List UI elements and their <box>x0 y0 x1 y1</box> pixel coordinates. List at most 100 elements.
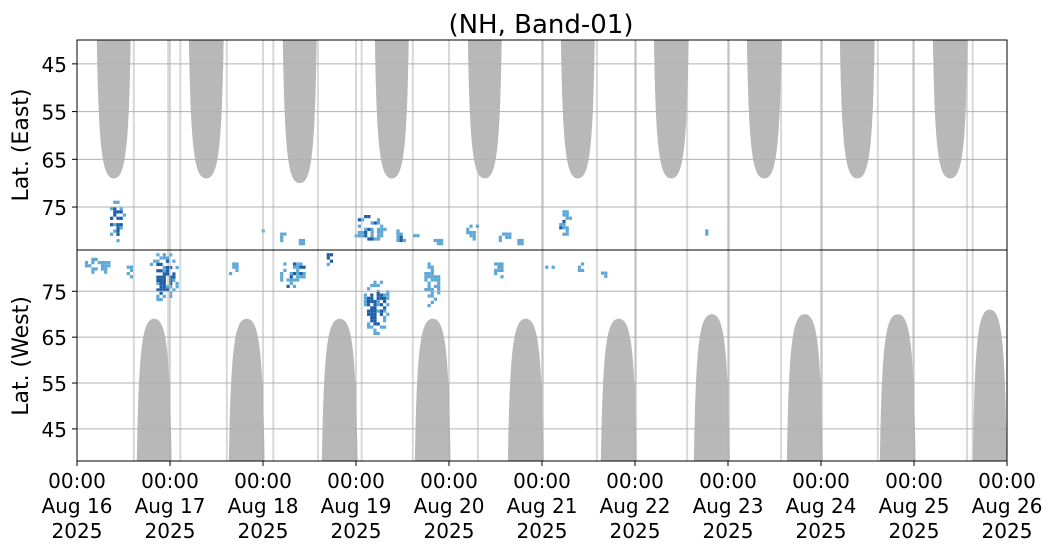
detection-cell <box>376 331 380 336</box>
detection-cell <box>373 315 377 320</box>
detection-cell <box>437 288 441 292</box>
detection-cell <box>402 238 406 243</box>
detection-cell <box>433 284 438 288</box>
detection-cell <box>427 275 431 279</box>
y-tick-label-west: 55 <box>42 372 67 396</box>
detection-cell <box>119 223 123 227</box>
detection-cell <box>156 288 160 292</box>
x-tick-label: 00:00 Aug 16 2025 <box>42 469 113 543</box>
detection-cell <box>126 265 130 269</box>
detection-cell <box>364 227 368 231</box>
detection-cell <box>370 299 374 304</box>
detection-cell <box>437 278 441 282</box>
detection-cell <box>122 213 126 217</box>
x-tick-label-line: 00:00 <box>978 469 1036 493</box>
detection-cell <box>360 218 365 222</box>
detection-cell <box>113 210 117 214</box>
x-tick-label-line: 2025 <box>145 519 196 543</box>
detection-cell <box>162 272 166 276</box>
coverage-stripe <box>635 250 637 461</box>
detection-cell <box>326 256 330 260</box>
x-tick-label: 00:00 Aug 26 2025 <box>972 469 1043 543</box>
detection-cell <box>162 285 166 289</box>
detection-cell <box>376 309 380 313</box>
detection-cell <box>159 291 163 295</box>
detection-cell <box>162 256 166 260</box>
detection-cell <box>430 300 434 304</box>
detection-cell <box>545 265 549 269</box>
detection-cell <box>165 269 170 273</box>
detection-cell <box>91 267 95 271</box>
x-tick-label-line: Aug 22 <box>600 494 671 518</box>
detection-cell <box>232 262 236 266</box>
y-axis-label-east: Lat. (East) <box>9 89 34 202</box>
detection-cell <box>156 282 160 286</box>
detection-cell <box>370 312 374 316</box>
x-tick-label-line: Aug 16 <box>42 494 113 518</box>
detection-cell <box>286 278 290 282</box>
detection-cell <box>107 264 111 268</box>
detection-cell <box>376 221 381 225</box>
detection-cell <box>376 293 380 297</box>
detection-cell <box>104 261 108 265</box>
detection-cell <box>505 235 509 239</box>
detection-cell <box>175 285 179 289</box>
detection-cell <box>379 325 383 329</box>
coverage-stripe <box>272 40 275 250</box>
detection-cell <box>437 275 441 279</box>
detection-cluster <box>494 262 504 279</box>
detection-cell <box>376 283 380 288</box>
detection-cell <box>430 278 434 282</box>
detection-cell <box>427 272 431 276</box>
detection-cell <box>107 261 111 265</box>
detection-cell <box>296 268 300 272</box>
detection-cell <box>363 296 367 300</box>
detection-cell <box>373 280 377 284</box>
detection-cell <box>175 282 179 286</box>
detection-cell <box>301 238 306 243</box>
detection-cell <box>559 223 563 227</box>
detection-cluster <box>705 229 709 236</box>
detection-cell <box>433 297 438 301</box>
y-tick-label-east: 45 <box>42 53 67 77</box>
detection-cluster <box>363 280 390 336</box>
detection-cell <box>508 232 512 236</box>
coverage-stripe <box>179 40 182 250</box>
detection-cell <box>433 275 438 279</box>
coverage-stripe <box>686 250 689 461</box>
detection-cell <box>299 262 303 266</box>
detection-cell <box>559 226 563 230</box>
coverage-stripe <box>780 40 783 250</box>
detection-cell <box>91 270 95 274</box>
coverage-stripe <box>411 250 414 461</box>
detection-cell <box>568 216 572 220</box>
detection-cell <box>129 275 134 279</box>
detection-cell <box>386 303 390 307</box>
detection-cell <box>156 275 160 279</box>
detection-cell <box>577 265 581 269</box>
detection-cluster <box>498 232 512 243</box>
detection-cluster <box>517 238 524 246</box>
detection-cell <box>373 322 377 326</box>
detection-cell <box>110 223 114 227</box>
detection-cell <box>159 262 163 266</box>
detection-cell <box>376 290 380 294</box>
detection-cell <box>104 270 108 274</box>
detection-cell <box>373 283 377 288</box>
detection-cell <box>376 227 381 231</box>
detection-cell <box>159 275 163 279</box>
detection-cell <box>424 272 428 276</box>
detection-cell <box>296 272 300 276</box>
x-tick-label-line: 2025 <box>424 519 475 543</box>
detection-cell <box>416 234 420 238</box>
coverage-stripe <box>635 40 637 250</box>
y-tick-label-east: 75 <box>42 196 67 220</box>
coverage-stripe <box>167 40 170 250</box>
detection-cell <box>424 288 428 292</box>
detection-cell <box>357 218 361 222</box>
detection-cell <box>156 253 160 257</box>
detection-cluster <box>280 262 306 288</box>
detection-cell <box>373 328 377 332</box>
detection-cell <box>379 312 383 316</box>
